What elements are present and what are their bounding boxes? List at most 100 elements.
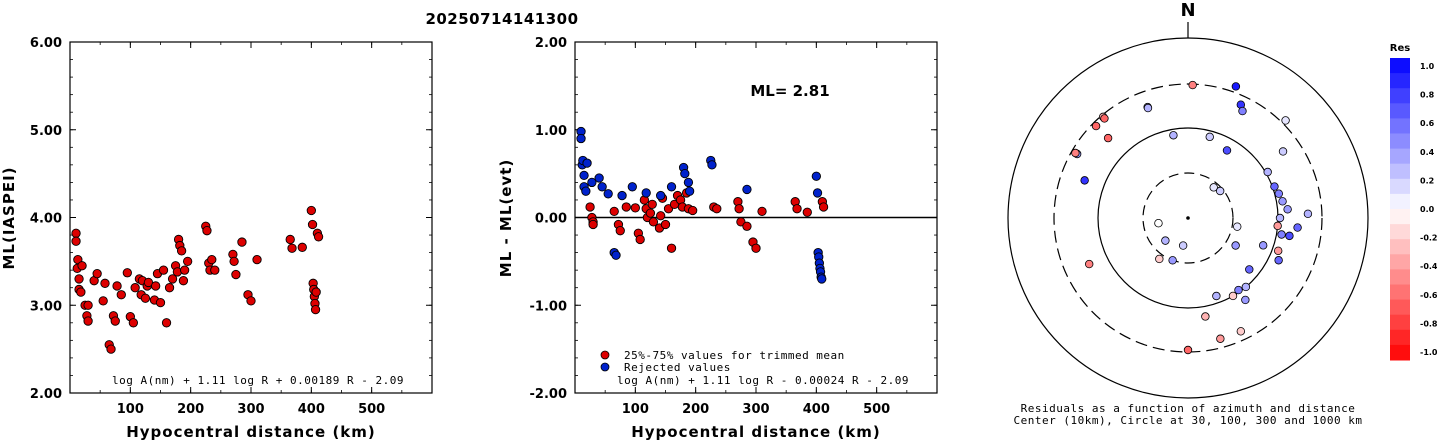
colorbar-tick-label: -0.6 <box>1420 291 1437 300</box>
data-point <box>210 265 220 275</box>
data-point <box>812 188 823 198</box>
residual-point <box>1231 241 1240 250</box>
colorbar-swatch <box>1390 58 1410 74</box>
ytick-label: 2.00 <box>30 387 62 402</box>
residual-colorbar: Res 1.0 0.8 0.6 0.4 0.2 0.0 -0.2 -0.4 -0.6 -0.8 -1… <box>1390 43 1437 361</box>
xtick-label: 300 <box>742 402 769 417</box>
colorbar-swatch <box>1390 103 1410 119</box>
data-point <box>306 205 316 216</box>
data-point <box>594 173 604 183</box>
residual-point <box>1263 167 1272 177</box>
data-point <box>164 283 175 293</box>
data-point <box>231 269 241 280</box>
residual-point <box>1071 148 1080 158</box>
center-point <box>1186 216 1190 220</box>
colorbar-tick-label: -1.0 <box>1420 348 1437 357</box>
data-point <box>252 254 262 265</box>
residual-point <box>1169 131 1178 140</box>
data-point <box>666 243 677 253</box>
plot1-frame <box>69 41 433 394</box>
legend-trimmed-marker <box>600 350 610 360</box>
residual-point <box>1273 221 1282 231</box>
residual-point <box>1236 327 1246 336</box>
residual-point <box>1270 182 1279 191</box>
legend-rejected-marker <box>600 362 610 372</box>
colorbar-swatch <box>1390 178 1410 195</box>
residual-point <box>1183 345 1193 355</box>
data-point <box>98 296 108 306</box>
ytick-label: 6.00 <box>30 36 62 51</box>
data-point <box>635 234 645 245</box>
data-point <box>140 293 151 303</box>
data-point <box>683 177 694 188</box>
data-point <box>178 276 189 286</box>
data-point <box>74 274 84 284</box>
data-point <box>792 204 802 214</box>
residual-point <box>1161 236 1170 245</box>
colorbar-swatch <box>1390 314 1410 331</box>
data-point <box>647 199 657 209</box>
ytick-label: 2.00 <box>535 36 567 51</box>
residual-point <box>1085 259 1094 269</box>
residual-point <box>1178 241 1188 250</box>
colorbar-swatch <box>1390 133 1410 150</box>
data-point <box>617 190 627 201</box>
data-point <box>155 297 166 308</box>
colorbar-title: Res <box>1390 43 1410 54</box>
plot1-formula: log A(nm) + 1.11 log R + 0.00189 R - 2.0… <box>112 374 404 387</box>
xtick-label: 300 <box>237 402 264 417</box>
colorbar-swatch <box>1390 193 1410 210</box>
residual-point <box>1155 254 1164 264</box>
residual-point <box>1205 132 1214 142</box>
data-point <box>656 211 666 221</box>
data-point <box>576 133 586 144</box>
colorbar-swatch <box>1390 224 1410 240</box>
ml-iaspei-panel: ML(IASPEI) Hypocentral distance (km) log… <box>0 36 433 441</box>
data-point <box>641 188 651 198</box>
residual-point <box>1103 133 1113 143</box>
ring-1000km <box>1007 37 1369 399</box>
ml-annotation: ML= 2.81 <box>750 82 829 100</box>
data-point <box>811 171 821 181</box>
xtick-label: 100 <box>117 402 144 417</box>
data-point <box>648 217 659 227</box>
colorbar-tick-label: 0.6 <box>1420 119 1435 128</box>
residual-point <box>1241 282 1251 292</box>
residual-point <box>1258 241 1268 250</box>
colorbar-swatch <box>1390 239 1410 255</box>
colorbar-tick-label: -0.4 <box>1420 262 1437 271</box>
colorbar-swatch <box>1390 284 1410 301</box>
colorbar-swatch <box>1390 209 1410 225</box>
residual-point <box>1278 147 1288 156</box>
data-point <box>207 254 217 265</box>
residual-point <box>1091 121 1101 131</box>
data-point <box>585 202 595 212</box>
data-point <box>582 158 592 168</box>
data-point <box>588 219 598 230</box>
azimuth-distance-panel: N Residuals as a function of azimuth and… <box>1007 0 1369 427</box>
ytick-label: -1.00 <box>530 299 567 314</box>
data-point <box>83 316 93 326</box>
ytick-label: 3.00 <box>30 299 62 314</box>
data-point <box>615 226 625 236</box>
colorbar-swatch <box>1390 269 1410 285</box>
residual-point <box>1209 183 1218 192</box>
ytick-label: 4.00 <box>30 212 62 227</box>
data-point <box>161 318 172 328</box>
residual-point <box>1216 334 1225 343</box>
data-point <box>122 268 132 278</box>
data-point <box>112 281 122 291</box>
xtick-label: 500 <box>863 402 890 417</box>
data-point <box>167 274 178 284</box>
data-point <box>285 234 295 245</box>
data-point <box>680 168 690 179</box>
data-point <box>76 287 86 297</box>
data-point <box>609 206 619 217</box>
data-point <box>688 205 698 216</box>
residual-point <box>1100 114 1109 123</box>
data-point <box>83 300 93 310</box>
colorbar-tick-label: 0.0 <box>1420 205 1435 214</box>
data-point <box>71 228 81 238</box>
residual-point <box>1154 219 1163 228</box>
